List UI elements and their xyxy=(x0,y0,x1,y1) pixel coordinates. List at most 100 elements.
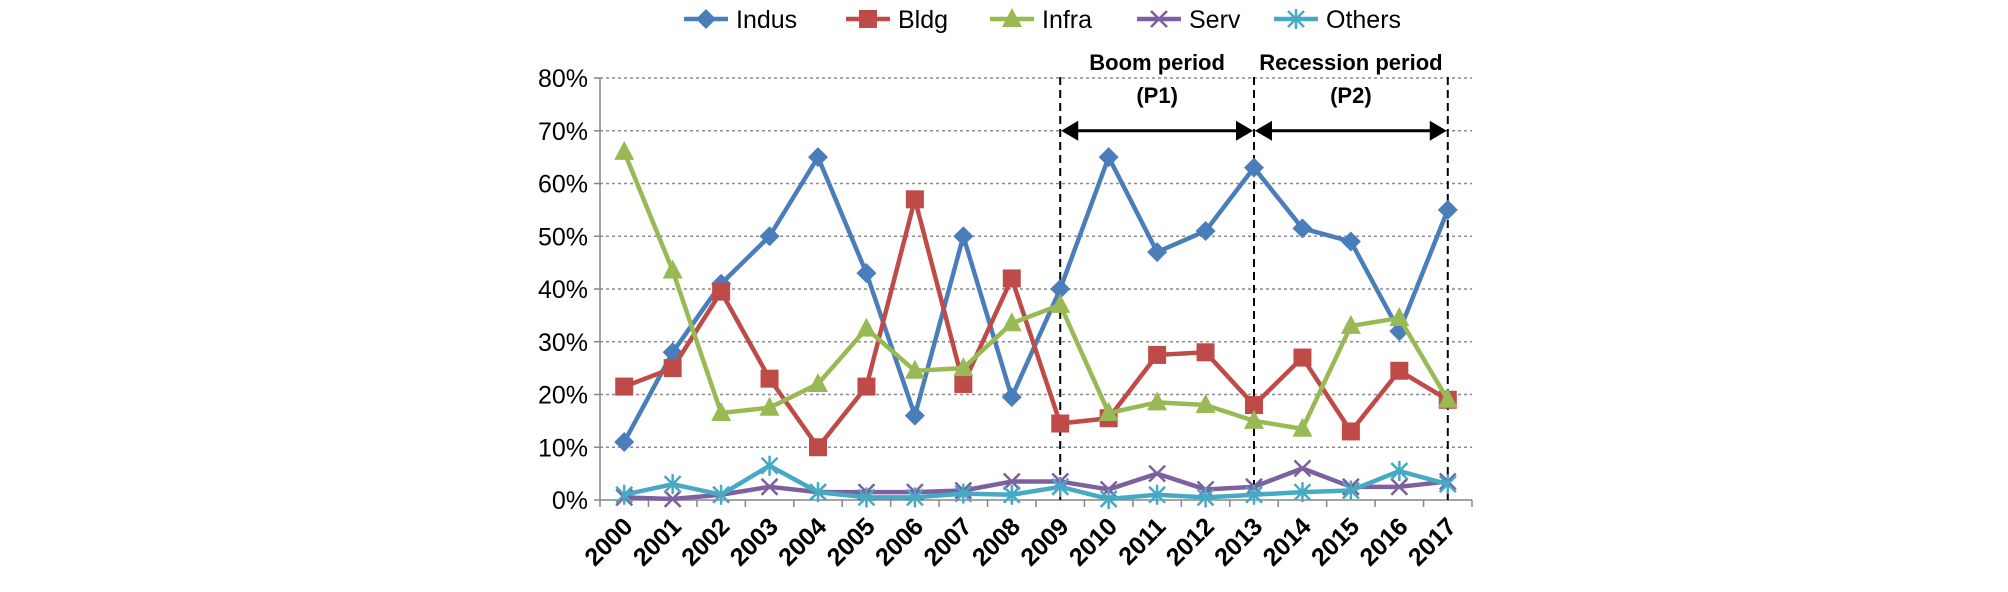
data-point xyxy=(904,359,925,379)
data-point xyxy=(1147,391,1168,411)
legend: Indus Bldg Infra Serv Others xyxy=(684,6,1401,34)
data-point xyxy=(759,226,780,247)
arrow-head-right xyxy=(1236,120,1253,141)
data-point xyxy=(954,374,973,393)
data-point xyxy=(856,263,877,284)
data-point xyxy=(1001,387,1022,408)
data-point xyxy=(954,483,973,504)
legend-marker xyxy=(1287,9,1305,29)
data-point xyxy=(1293,348,1312,367)
data-point xyxy=(1244,157,1264,178)
x-tick-label: 2011 xyxy=(1113,512,1171,570)
legend-item-indus: Indus xyxy=(684,6,797,34)
data-point xyxy=(1001,312,1022,332)
data-point xyxy=(1390,460,1409,481)
period-label: Boom period xyxy=(1089,50,1225,75)
x-tick-label: 2001 xyxy=(628,512,687,571)
legend-marker xyxy=(696,9,716,29)
x-tick-label: 2003 xyxy=(725,512,784,571)
y-tick-label: 80% xyxy=(538,65,588,93)
data-point xyxy=(1293,459,1312,478)
data-point xyxy=(1292,417,1313,437)
data-point xyxy=(1437,199,1458,220)
x-tick-label: 2013 xyxy=(1209,512,1268,571)
x-tick-label: 2007 xyxy=(918,512,977,571)
data-point xyxy=(906,487,924,508)
data-point xyxy=(614,431,635,452)
arrow-head-left xyxy=(1061,120,1079,141)
x-tick-label: 2000 xyxy=(579,512,638,571)
x-tick-label: 2008 xyxy=(967,512,1026,571)
x-tick-label: 2005 xyxy=(822,512,881,571)
data-point xyxy=(1002,472,1021,491)
data-point xyxy=(1196,487,1215,508)
data-point xyxy=(663,474,682,495)
legend-label: Others xyxy=(1326,6,1401,34)
legend-marker xyxy=(1002,8,1022,27)
data-point xyxy=(1195,394,1216,414)
data-point xyxy=(1340,314,1361,334)
series-bldg xyxy=(615,190,1457,457)
y-tick-label: 60% xyxy=(538,171,588,199)
data-point xyxy=(1438,474,1457,495)
data-point xyxy=(809,482,827,503)
data-point xyxy=(1244,409,1264,429)
data-point xyxy=(760,369,779,388)
data-point xyxy=(808,147,828,168)
legend-item-serv: Serv xyxy=(1137,6,1241,34)
series-line xyxy=(624,466,1449,502)
x-tick-label: 2006 xyxy=(870,512,929,571)
data-point xyxy=(712,282,731,301)
x-tick-label: 2002 xyxy=(676,512,735,571)
data-point xyxy=(1050,293,1071,313)
series-line xyxy=(622,154,1450,444)
arrow-head-left xyxy=(1255,120,1272,141)
series-serv xyxy=(615,459,1457,508)
x-tick-label: 2015 xyxy=(1306,512,1365,571)
data-point xyxy=(1342,480,1360,501)
data-point xyxy=(953,357,974,377)
data-point xyxy=(1341,422,1360,441)
period-sublabel: (P1) xyxy=(1136,83,1178,108)
data-point xyxy=(1148,464,1166,483)
data-point xyxy=(615,484,634,505)
data-point xyxy=(1293,482,1312,503)
data-point xyxy=(1389,307,1410,327)
data-point xyxy=(1292,218,1313,239)
data-point xyxy=(1050,279,1071,299)
data-point xyxy=(1195,220,1216,241)
arrow-head-right xyxy=(1429,120,1447,141)
data-point xyxy=(1002,484,1021,505)
legend-item-infra: Infra xyxy=(990,6,1092,34)
period-annotations: Boom period (P1) Recession period (P2) xyxy=(1059,50,1449,500)
data-point xyxy=(1099,488,1118,509)
data-point xyxy=(1245,396,1263,415)
data-point xyxy=(1148,484,1166,505)
data-point xyxy=(1098,401,1119,421)
x-tick-label: 2012 xyxy=(1161,512,1220,571)
data-point xyxy=(711,401,732,421)
legend-marker xyxy=(859,10,877,28)
data-point xyxy=(1148,345,1167,364)
legend-label: Indus xyxy=(736,6,797,34)
grid-lines xyxy=(600,77,1472,448)
data-point xyxy=(904,405,925,426)
data-point xyxy=(1390,361,1409,380)
data-point xyxy=(662,259,683,279)
x-tick-label: 2014 xyxy=(1258,512,1317,571)
data-point xyxy=(856,317,877,337)
series-line xyxy=(623,463,1449,502)
data-point xyxy=(760,477,779,496)
data-point xyxy=(614,140,635,160)
data-point xyxy=(809,438,827,457)
series-infra xyxy=(614,140,1458,437)
y-tick-label: 10% xyxy=(538,434,588,462)
data-point xyxy=(759,396,780,416)
data-point xyxy=(1051,476,1070,497)
legend-label: Serv xyxy=(1189,6,1241,34)
data-point xyxy=(857,377,876,396)
legend-item-bldg: Bldg xyxy=(846,6,948,34)
series-others xyxy=(615,455,1457,509)
series-line xyxy=(622,150,1450,432)
series-indus xyxy=(614,147,1458,452)
